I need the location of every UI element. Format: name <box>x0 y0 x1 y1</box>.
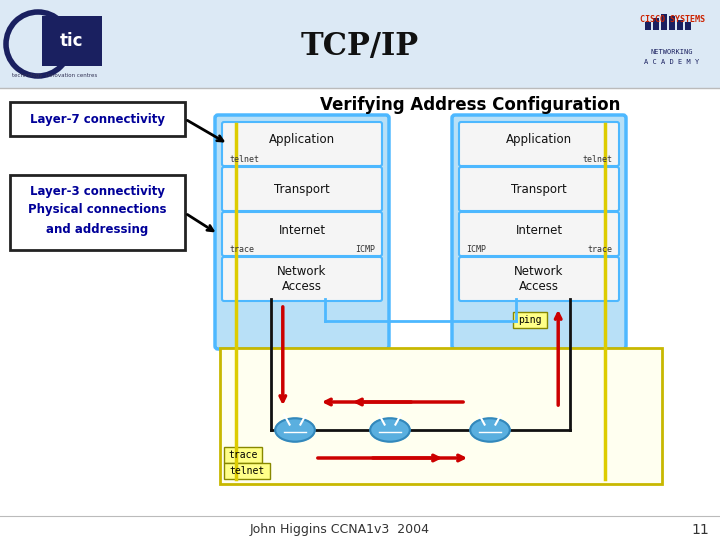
FancyBboxPatch shape <box>661 14 667 30</box>
FancyBboxPatch shape <box>645 22 651 30</box>
Ellipse shape <box>470 418 510 442</box>
FancyBboxPatch shape <box>653 18 659 30</box>
FancyBboxPatch shape <box>459 212 619 256</box>
FancyBboxPatch shape <box>224 463 270 479</box>
Text: and addressing: and addressing <box>46 224 148 237</box>
Text: Application: Application <box>269 133 335 146</box>
FancyBboxPatch shape <box>222 167 382 211</box>
Text: Transport: Transport <box>511 183 567 195</box>
Text: trace: trace <box>229 245 254 253</box>
FancyBboxPatch shape <box>215 115 389 349</box>
Text: Layer-7 connectivity: Layer-7 connectivity <box>30 112 164 125</box>
FancyBboxPatch shape <box>224 447 262 463</box>
Text: Verifying Address Configuration: Verifying Address Configuration <box>320 96 620 114</box>
Text: trace: trace <box>587 245 612 253</box>
FancyBboxPatch shape <box>220 348 662 484</box>
FancyBboxPatch shape <box>685 22 691 30</box>
FancyBboxPatch shape <box>669 16 675 30</box>
Text: NETWORKING: NETWORKING <box>651 49 693 55</box>
Text: ICMP: ICMP <box>355 245 375 253</box>
Text: 11: 11 <box>691 523 709 537</box>
FancyBboxPatch shape <box>459 257 619 301</box>
FancyBboxPatch shape <box>0 0 720 88</box>
Text: Internet: Internet <box>516 224 562 237</box>
Text: technology  innovation centres: technology innovation centres <box>12 73 98 78</box>
FancyBboxPatch shape <box>459 167 619 211</box>
Text: ICMP: ICMP <box>466 245 486 253</box>
FancyBboxPatch shape <box>513 312 546 328</box>
Text: Transport: Transport <box>274 183 330 195</box>
FancyBboxPatch shape <box>10 102 185 136</box>
Text: TCP/IP: TCP/IP <box>301 30 419 62</box>
Text: Physical connections: Physical connections <box>28 204 166 217</box>
Text: tic: tic <box>60 32 84 50</box>
Text: CISCO SYSTEMS: CISCO SYSTEMS <box>639 16 704 24</box>
FancyBboxPatch shape <box>677 20 683 30</box>
FancyBboxPatch shape <box>222 122 382 166</box>
FancyBboxPatch shape <box>459 122 619 166</box>
Text: telnet: telnet <box>229 154 259 164</box>
Text: Internet: Internet <box>279 224 325 237</box>
Text: telnet: telnet <box>230 466 265 476</box>
Text: trace: trace <box>228 450 258 460</box>
Text: Application: Application <box>506 133 572 146</box>
FancyBboxPatch shape <box>222 257 382 301</box>
FancyBboxPatch shape <box>452 115 626 349</box>
Text: ping: ping <box>518 315 541 325</box>
FancyBboxPatch shape <box>42 16 102 66</box>
Text: Network
Access: Network Access <box>514 265 564 293</box>
Text: John Higgins CCNA1v3  2004: John Higgins CCNA1v3 2004 <box>250 523 430 537</box>
Ellipse shape <box>275 418 315 442</box>
Ellipse shape <box>370 418 410 442</box>
Text: Layer-3 connectivity: Layer-3 connectivity <box>30 186 164 199</box>
Text: Network
Access: Network Access <box>277 265 327 293</box>
FancyBboxPatch shape <box>222 212 382 256</box>
Text: A C A D E M Y: A C A D E M Y <box>644 59 700 65</box>
Text: telnet: telnet <box>582 154 612 164</box>
FancyBboxPatch shape <box>10 175 185 250</box>
